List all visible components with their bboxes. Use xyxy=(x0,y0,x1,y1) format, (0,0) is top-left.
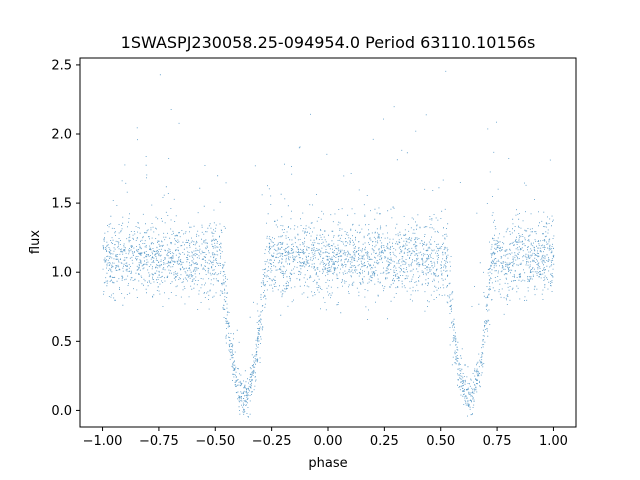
x-axis-title: phase xyxy=(308,456,347,471)
y-tick-label: 0.5 xyxy=(51,335,72,350)
y-tick-label: 1.0 xyxy=(51,266,72,281)
y-tick-label: 2.0 xyxy=(51,128,72,143)
x-tick-label: −1.00 xyxy=(83,434,123,449)
data-points xyxy=(102,70,555,418)
x-tick-label: 0.25 xyxy=(370,434,399,449)
x-tick-label: 0.50 xyxy=(426,434,455,449)
x-tick-label: −0.50 xyxy=(195,434,235,449)
x-tick-label: −0.75 xyxy=(139,434,179,449)
chart-title: 1SWASPJ230058.25-094954.0 Period 63110.1… xyxy=(121,33,536,52)
y-axis-title: flux xyxy=(28,230,43,254)
y-tick-label: 0.0 xyxy=(51,404,72,419)
x-tick-label: 1.00 xyxy=(539,434,568,449)
scatter-points xyxy=(102,70,555,418)
plot-frame xyxy=(79,57,577,428)
x-tick-label: −0.25 xyxy=(252,434,292,449)
y-axis: 0.0 0.5 1.0 1.5 2.0 2.5 xyxy=(51,58,80,419)
x-axis: −1.00 −0.75 −0.50 −0.25 0.00 0.25 0.50 0.75 1.00 xyxy=(83,427,568,449)
y-tick-label: 2.5 xyxy=(51,58,72,73)
x-tick-label: 0.75 xyxy=(483,434,512,449)
x-tick-label: 0.00 xyxy=(314,434,343,449)
y-tick-label: 1.5 xyxy=(51,197,72,212)
